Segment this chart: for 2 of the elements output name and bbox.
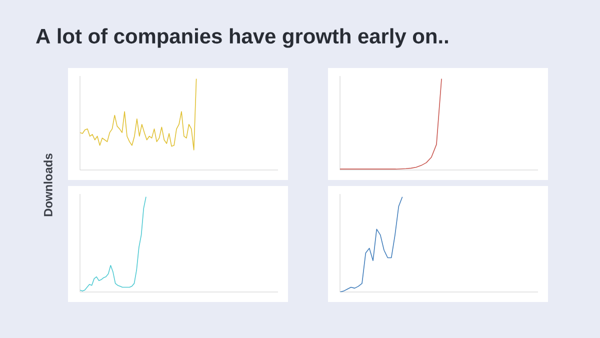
text: Downloads bbox=[44, 154, 52, 216]
chart-title: A lot of companies have growth early on.. bbox=[36, 28, 448, 48]
